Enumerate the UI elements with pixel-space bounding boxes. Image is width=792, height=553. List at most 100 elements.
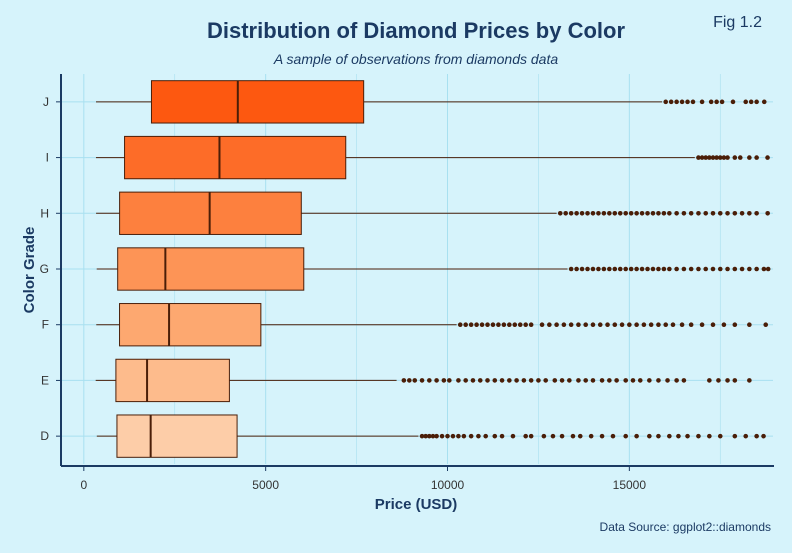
- outlier-point: [434, 378, 439, 383]
- outlier-point: [732, 378, 738, 383]
- outlier-point: [623, 266, 629, 272]
- outlier-point: [623, 378, 629, 383]
- outlier-point: [761, 266, 767, 272]
- outlier-point: [597, 322, 603, 328]
- outlier-point: [523, 322, 528, 328]
- y-tick-label: F: [42, 318, 49, 332]
- box-e: [115, 358, 230, 403]
- outlier-point: [645, 210, 650, 216]
- outlier-point: [583, 322, 589, 328]
- outlier-point: [523, 433, 528, 439]
- outlier-point: [568, 210, 574, 216]
- outlier-point: [707, 433, 712, 439]
- outlier-point: [656, 433, 661, 439]
- outlier-point: [514, 378, 519, 383]
- outlier-point: [430, 433, 436, 439]
- outlier-point: [681, 210, 687, 216]
- outlier-point: [612, 210, 618, 216]
- outlier-point: [605, 322, 610, 328]
- x-axis-ticks: 0 5000 10000 15000: [80, 466, 646, 492]
- outlier-point: [456, 378, 461, 383]
- outlier-point: [419, 433, 425, 439]
- outlier-point: [679, 322, 685, 328]
- outlier-point: [499, 433, 505, 439]
- outlier-point: [676, 433, 681, 439]
- outlier-point: [612, 322, 618, 328]
- outlier-point: [607, 210, 612, 216]
- outlier-point: [634, 266, 639, 272]
- outlier-point: [607, 378, 612, 383]
- outlier-point: [579, 266, 585, 272]
- outlier-point: [576, 322, 581, 328]
- outlier-point: [627, 322, 632, 328]
- outlier-point: [479, 322, 485, 328]
- outlier-point: [547, 322, 552, 328]
- outlier-point: [521, 378, 527, 383]
- outlier-point: [614, 378, 619, 383]
- outlier-point: [423, 433, 428, 439]
- outlier-point: [685, 99, 690, 105]
- outlier-point: [721, 155, 727, 160]
- outlier-point: [719, 99, 725, 105]
- outlier-point: [725, 155, 730, 160]
- outlier-point: [743, 99, 749, 105]
- outlier-point: [576, 378, 581, 383]
- outlier-point: [630, 378, 636, 383]
- outlier-point: [710, 266, 716, 272]
- outlier-point: [528, 433, 534, 439]
- outlier-point: [663, 99, 669, 105]
- outlier-point: [761, 99, 767, 105]
- outlier-point: [732, 322, 738, 328]
- outlier-point: [714, 155, 719, 160]
- outlier-point: [688, 322, 694, 328]
- outlier-point: [550, 433, 556, 439]
- outlier-point: [699, 322, 705, 328]
- outlier-point: [717, 266, 723, 272]
- outlier-point: [539, 322, 545, 328]
- outlier-point: [590, 210, 596, 216]
- outlier-point: [670, 322, 676, 328]
- outlier-point: [668, 99, 674, 105]
- outlier-point: [707, 155, 712, 160]
- y-tick-label: G: [40, 262, 49, 276]
- outlier-point: [679, 99, 685, 105]
- outlier-point: [754, 155, 759, 160]
- y-axis-ticks: D E F G H I J: [40, 95, 61, 443]
- outlier-point: [492, 433, 498, 439]
- outlier-point: [554, 322, 559, 328]
- outlier-point: [725, 210, 730, 216]
- outlier-point: [674, 378, 679, 383]
- outlier-point: [585, 266, 590, 272]
- outlier-point: [754, 266, 759, 272]
- outlier-point: [490, 322, 496, 328]
- outlier-point: [568, 266, 574, 272]
- box-i: [124, 135, 347, 180]
- outlier-point: [732, 433, 738, 439]
- outlier-point: [441, 378, 447, 383]
- outlier-point: [450, 433, 456, 439]
- outlier-point: [696, 210, 701, 216]
- outlier-point: [596, 266, 601, 272]
- chart-subtitle: A sample of observations from diamonds d…: [273, 51, 559, 67]
- outlier-point: [557, 210, 563, 216]
- outlier-point: [656, 266, 661, 272]
- outlier-point: [510, 433, 516, 439]
- outlier-point: [412, 378, 418, 383]
- outlier-point: [656, 322, 661, 328]
- y-tick-label: D: [40, 429, 49, 443]
- outlier-point: [570, 433, 576, 439]
- outlier-point: [517, 322, 523, 328]
- outlier-point: [703, 266, 709, 272]
- outlier-point: [541, 433, 547, 439]
- outlier-point: [590, 378, 596, 383]
- outlier-point: [747, 155, 752, 160]
- outlier-point: [559, 433, 565, 439]
- outlier-point: [661, 210, 667, 216]
- outlier-point: [699, 99, 705, 105]
- outlier-point: [599, 433, 605, 439]
- outlier-point: [456, 433, 461, 439]
- outlier-point: [457, 322, 463, 328]
- outlier-point: [656, 378, 661, 383]
- outlier-point: [434, 433, 439, 439]
